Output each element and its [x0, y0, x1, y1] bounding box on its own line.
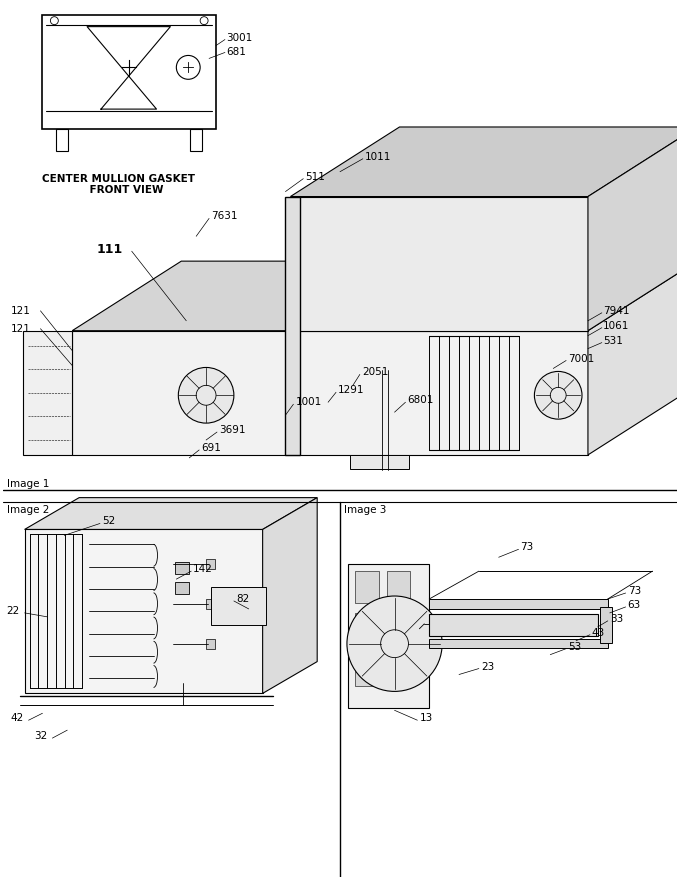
Polygon shape — [24, 497, 317, 530]
Text: 13: 13 — [420, 713, 432, 723]
Bar — [355, 571, 379, 603]
Polygon shape — [286, 196, 301, 455]
Bar — [42, 15, 216, 129]
Text: 33: 33 — [610, 614, 623, 624]
Circle shape — [178, 368, 234, 423]
Text: 111: 111 — [97, 243, 123, 256]
Text: Image 1: Image 1 — [7, 479, 49, 488]
Polygon shape — [72, 261, 680, 331]
Text: CENTER MULLION GASKET
    FRONT VIEW: CENTER MULLION GASKET FRONT VIEW — [42, 173, 195, 195]
Bar — [355, 612, 379, 645]
Text: 82: 82 — [236, 594, 249, 604]
Polygon shape — [22, 331, 72, 455]
Bar — [206, 599, 215, 609]
Text: 511: 511 — [305, 172, 325, 181]
Text: 63: 63 — [628, 600, 641, 610]
Bar — [350, 455, 409, 469]
Bar — [387, 655, 411, 686]
Polygon shape — [588, 127, 680, 331]
Text: 7001: 7001 — [568, 354, 594, 363]
Text: 23: 23 — [481, 662, 494, 671]
Bar — [190, 129, 202, 150]
Bar — [206, 560, 215, 569]
Text: 1001: 1001 — [295, 397, 322, 407]
Bar — [387, 612, 411, 645]
Text: 7631: 7631 — [211, 211, 237, 222]
Bar — [56, 129, 68, 150]
Text: 3691: 3691 — [219, 425, 245, 435]
Text: 531: 531 — [603, 335, 623, 346]
Text: Image 2: Image 2 — [7, 504, 49, 515]
Text: 121: 121 — [11, 306, 31, 316]
Text: 43: 43 — [592, 627, 605, 638]
Bar — [429, 639, 608, 648]
Text: 7941: 7941 — [603, 306, 629, 316]
Polygon shape — [72, 331, 588, 455]
Text: 1061: 1061 — [603, 320, 629, 331]
Bar — [211, 587, 266, 625]
Bar — [175, 562, 189, 574]
Text: 142: 142 — [193, 564, 213, 574]
Polygon shape — [290, 196, 588, 331]
Text: 3001: 3001 — [226, 33, 252, 42]
Bar — [355, 655, 379, 686]
Text: 73: 73 — [628, 586, 641, 596]
Text: 22: 22 — [7, 606, 20, 616]
Text: Image 3: Image 3 — [344, 504, 386, 515]
Bar — [387, 571, 411, 603]
Text: 42: 42 — [11, 713, 24, 723]
Bar — [429, 614, 598, 635]
Polygon shape — [24, 530, 262, 693]
Text: 121: 121 — [11, 324, 31, 334]
Bar — [600, 607, 612, 642]
Text: 1291: 1291 — [338, 385, 364, 395]
Text: 53: 53 — [568, 642, 581, 652]
Text: 691: 691 — [201, 443, 221, 453]
Text: 32: 32 — [35, 731, 48, 741]
Text: 6801: 6801 — [407, 395, 434, 406]
Bar — [429, 599, 608, 609]
Text: 1011: 1011 — [364, 151, 391, 162]
Bar — [206, 639, 215, 649]
Bar — [348, 564, 429, 708]
Circle shape — [347, 596, 442, 692]
Polygon shape — [588, 261, 680, 455]
Text: 73: 73 — [520, 542, 534, 553]
Text: 681: 681 — [226, 48, 245, 57]
Polygon shape — [262, 497, 317, 693]
Circle shape — [534, 371, 582, 419]
Text: 2051: 2051 — [362, 368, 388, 378]
Polygon shape — [290, 127, 680, 196]
Text: 52: 52 — [102, 517, 115, 526]
Bar — [175, 582, 189, 594]
